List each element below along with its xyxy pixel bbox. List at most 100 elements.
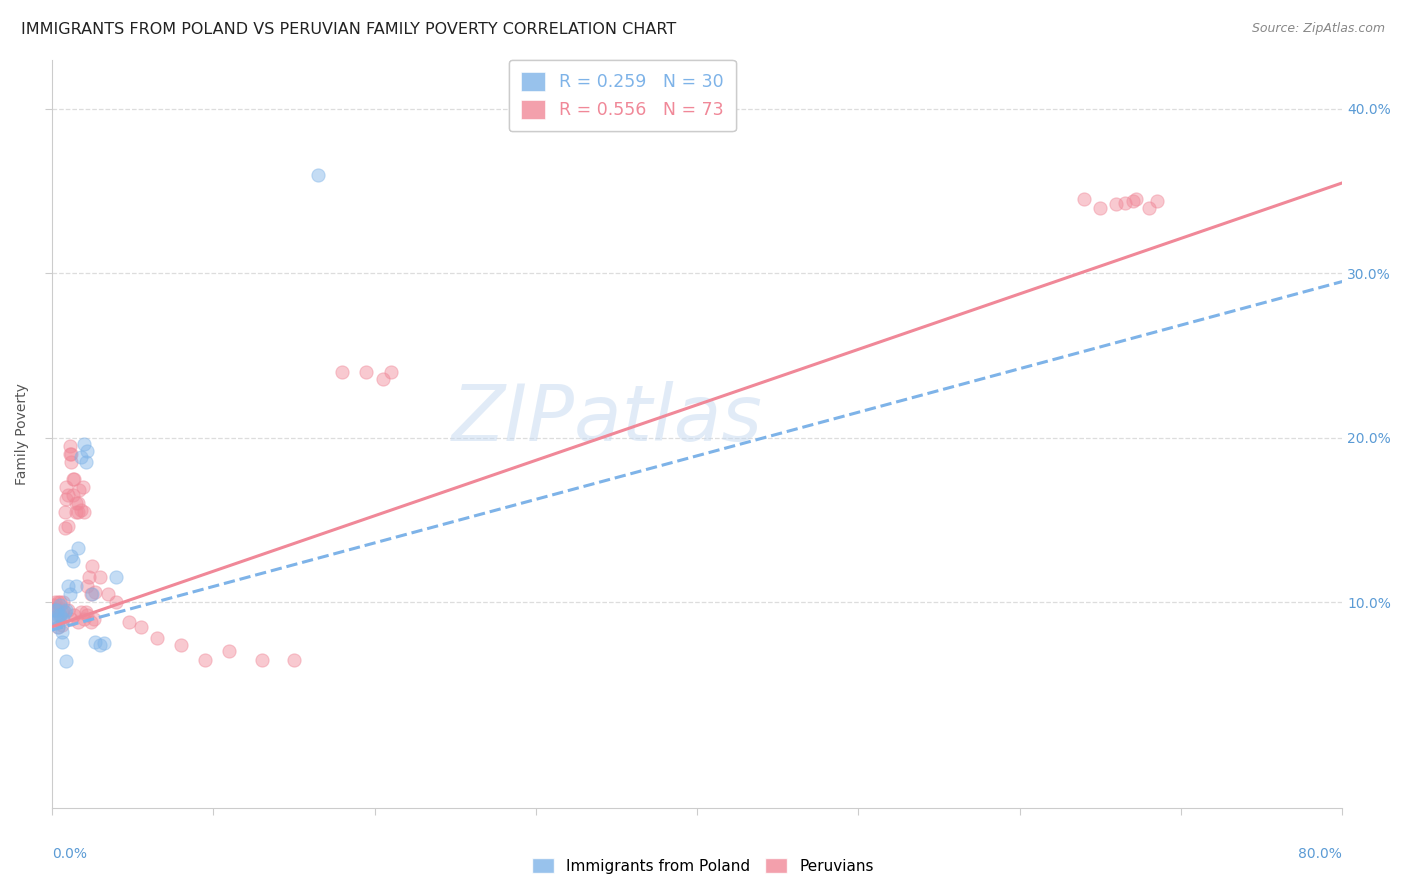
Point	[65, 496, 87, 510]
Point	[42, 615, 65, 629]
Point	[66, 615, 89, 629]
Point	[218, 644, 240, 658]
Point	[44, 595, 66, 609]
Point	[73, 611, 96, 625]
Point	[1105, 197, 1128, 211]
Point	[67, 483, 90, 498]
Point	[62, 488, 84, 502]
Point	[93, 636, 115, 650]
Point	[59, 439, 82, 453]
Point	[105, 570, 128, 584]
Point	[89, 638, 111, 652]
Text: IMMIGRANTS FROM POLAND VS PERUVIAN FAMILY POVERTY CORRELATION CHART: IMMIGRANTS FROM POLAND VS PERUVIAN FAMIL…	[21, 22, 676, 37]
Point	[44, 601, 66, 615]
Point	[1146, 194, 1168, 208]
Point	[1125, 192, 1147, 206]
Point	[1122, 194, 1144, 208]
Point	[70, 503, 93, 517]
Point	[45, 603, 67, 617]
Point	[79, 615, 101, 629]
Point	[62, 554, 84, 568]
Point	[250, 653, 273, 667]
Point	[60, 447, 83, 461]
Point	[75, 455, 97, 469]
Point	[66, 505, 89, 519]
Point	[65, 505, 87, 519]
Point	[49, 595, 72, 609]
Point	[194, 653, 217, 667]
Point	[1114, 195, 1136, 210]
Point	[52, 603, 75, 617]
Point	[170, 638, 193, 652]
Point	[56, 519, 79, 533]
Point	[53, 505, 76, 519]
Text: 0.0%: 0.0%	[52, 847, 87, 862]
Point	[53, 521, 76, 535]
Point	[51, 634, 73, 648]
Point	[89, 570, 111, 584]
Point	[72, 480, 94, 494]
Point	[42, 599, 65, 613]
Point	[55, 654, 77, 668]
Point	[51, 605, 73, 619]
Point	[66, 496, 89, 510]
Point	[145, 632, 167, 646]
Point	[49, 599, 72, 613]
Point	[83, 611, 105, 625]
Point	[65, 579, 87, 593]
Point	[82, 558, 104, 573]
Point	[73, 437, 96, 451]
Point	[75, 605, 97, 619]
Point	[63, 608, 86, 623]
Point	[380, 365, 402, 379]
Point	[56, 603, 79, 617]
Text: 80.0%: 80.0%	[1298, 847, 1343, 862]
Point	[49, 608, 72, 623]
Point	[66, 541, 89, 555]
Point	[45, 611, 67, 625]
Point	[55, 603, 77, 617]
Point	[84, 585, 107, 599]
Point	[84, 634, 107, 648]
Point	[48, 608, 70, 623]
Point	[70, 450, 93, 465]
Point	[1137, 201, 1160, 215]
Point	[48, 620, 70, 634]
Point	[59, 587, 82, 601]
Y-axis label: Family Poverty: Family Poverty	[15, 383, 30, 484]
Point	[55, 491, 77, 506]
Point	[79, 587, 101, 601]
Legend: R = 0.259   N = 30, R = 0.556   N = 73: R = 0.259 N = 30, R = 0.556 N = 73	[509, 60, 735, 131]
Point	[53, 605, 76, 619]
Point	[118, 615, 141, 629]
Point	[48, 620, 70, 634]
Point	[1090, 201, 1112, 215]
Point	[45, 611, 67, 625]
Point	[371, 371, 394, 385]
Point	[307, 168, 329, 182]
Point	[76, 608, 98, 623]
Point	[56, 579, 79, 593]
Point	[1073, 192, 1095, 206]
Point	[51, 624, 73, 639]
Point	[356, 365, 378, 379]
Point	[76, 443, 98, 458]
Point	[330, 365, 353, 379]
Point	[42, 603, 65, 617]
Text: ZIPatlas: ZIPatlas	[451, 381, 762, 457]
Point	[77, 570, 100, 584]
Point	[44, 603, 66, 617]
Point	[63, 472, 86, 486]
Point	[56, 488, 79, 502]
Point	[283, 653, 305, 667]
Point	[45, 603, 67, 617]
Point	[60, 455, 83, 469]
Point	[73, 505, 96, 519]
Point	[55, 480, 77, 494]
Point	[105, 595, 128, 609]
Point	[51, 618, 73, 632]
Point	[60, 611, 83, 625]
Point	[76, 579, 98, 593]
Point	[52, 595, 75, 609]
Point	[129, 620, 152, 634]
